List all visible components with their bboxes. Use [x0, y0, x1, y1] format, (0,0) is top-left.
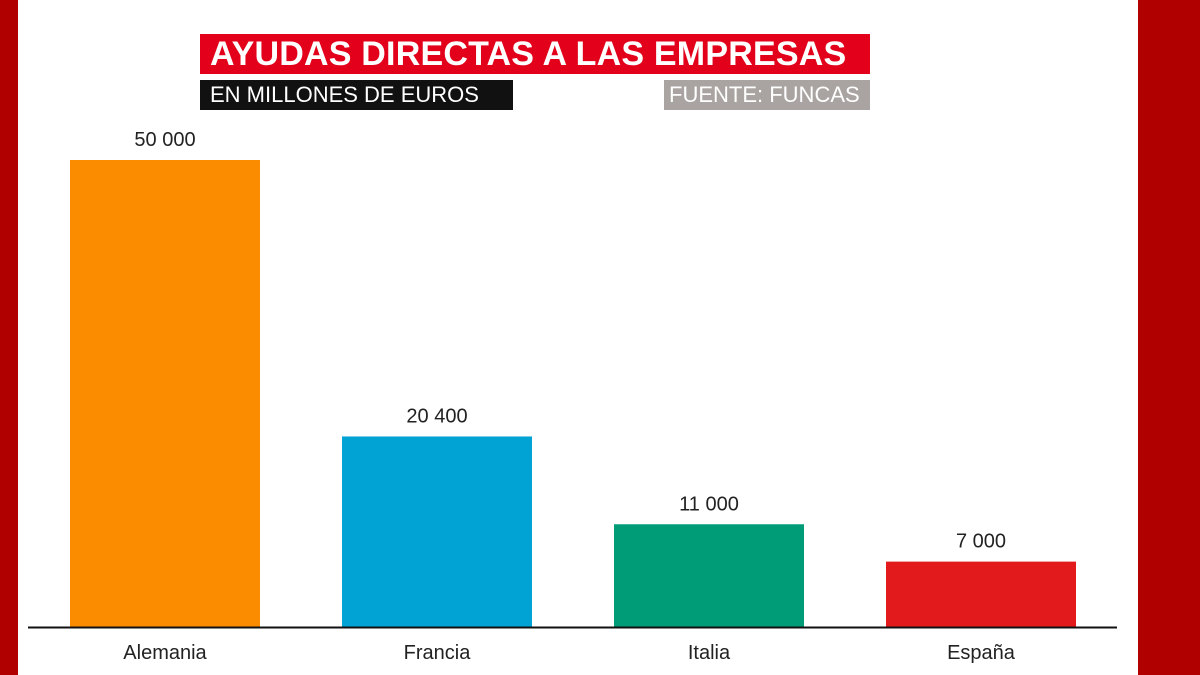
chart-source: FUENTE: FUNCAS [664, 80, 870, 110]
right-frame-border [1138, 0, 1200, 675]
bar-espana [886, 561, 1076, 627]
chart-subtitle: EN MILLONES DE EUROS [200, 80, 513, 110]
value-label-alemania: 50 000 [134, 129, 195, 151]
value-label-italia: 11 000 [679, 493, 739, 515]
left-frame-border [0, 0, 18, 675]
value-label-francia: 20 400 [406, 405, 467, 427]
category-label-espana: España [947, 642, 1016, 664]
category-label-alemania: Alemania [123, 642, 207, 664]
bar-francia [342, 436, 532, 627]
bar-italia [614, 524, 804, 627]
category-label-italia: Italia [688, 642, 731, 664]
value-label-espana: 7 000 [956, 531, 1006, 553]
chart-title: AYUDAS DIRECTAS A LAS EMPRESAS [200, 34, 870, 74]
bar-alemania [70, 160, 260, 627]
category-label-francia: Francia [404, 642, 472, 664]
